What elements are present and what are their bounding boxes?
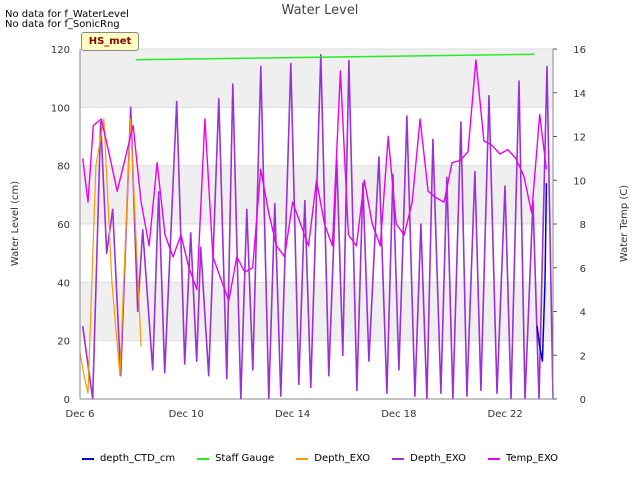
y2-tick-label: 16 <box>573 45 586 56</box>
chart-legend: depth_CTD_cm Staff Gauge Depth_EXO Depth… <box>0 453 640 464</box>
y2-tick-label: 4 <box>580 308 586 319</box>
x-tick-label: Dec 6 <box>66 409 95 420</box>
x-tick-label: Dec 14 <box>275 409 310 420</box>
y-tick-label: 60 <box>57 220 70 231</box>
depth-exo-orange-line <box>80 118 142 394</box>
chart-title: Water Level <box>281 3 359 18</box>
legend-swatch <box>296 457 309 460</box>
y2-tick-label: 2 <box>580 351 586 362</box>
x-tick-label: Dec 18 <box>381 409 416 420</box>
y-tick-label: 120 <box>51 45 70 56</box>
y2-tick-label: 14 <box>573 89 586 100</box>
y-tick-label: 0 <box>64 395 70 406</box>
legend-swatch <box>392 457 405 460</box>
y-tick-label: 20 <box>57 337 70 348</box>
y-tick-label: 100 <box>51 103 70 114</box>
y-axis-label: Water Level (cm) <box>10 180 22 267</box>
y2-tick-label: 0 <box>580 395 586 406</box>
legend-item-temp-exo: Temp_EXO <box>487 453 559 464</box>
y2-tick-label: 6 <box>580 264 586 275</box>
station-badge: HS_met <box>81 32 139 51</box>
legend-swatch <box>81 457 94 460</box>
legend-label: Temp_EXO <box>505 453 559 464</box>
y-tick-label: 40 <box>57 278 70 289</box>
legend-swatch <box>487 457 500 460</box>
legend-item-depth-exo-purple: Depth_EXO <box>392 453 466 464</box>
background-band <box>80 282 553 341</box>
legend-label: Depth_EXO <box>410 453 466 464</box>
staff-gauge-line <box>135 53 535 61</box>
legend-label: Staff Gauge <box>215 453 275 464</box>
no-data-note-sonicrng: No data for f_SonicRng <box>5 19 120 30</box>
x-tick-label: Dec 22 <box>488 409 523 420</box>
y2-tick-label: 8 <box>580 220 586 231</box>
depth-ctd-line <box>536 183 548 362</box>
depth-exo-purple-line <box>81 54 554 400</box>
y2-tick-label: 10 <box>573 176 586 187</box>
legend-item-depth-exo-orange: Depth_EXO <box>296 453 370 464</box>
y2-axis-label: Water Temp (C) <box>619 184 631 263</box>
legend-label: depth_CTD_cm <box>99 453 176 464</box>
temp-exo-line <box>82 59 548 302</box>
legend-swatch <box>197 457 210 460</box>
legend-item-staff-gauge: Staff Gauge <box>197 453 274 464</box>
y2-tick-label: 12 <box>573 133 586 144</box>
y-tick-label: 80 <box>57 162 70 173</box>
legend-label: Depth_EXO <box>314 453 371 464</box>
no-data-note-waterlevel: No data for f_WaterLevel <box>5 9 129 20</box>
x-tick-label: Dec 10 <box>169 409 204 420</box>
legend-item-depth-ctd: depth_CTD_cm <box>81 453 176 464</box>
